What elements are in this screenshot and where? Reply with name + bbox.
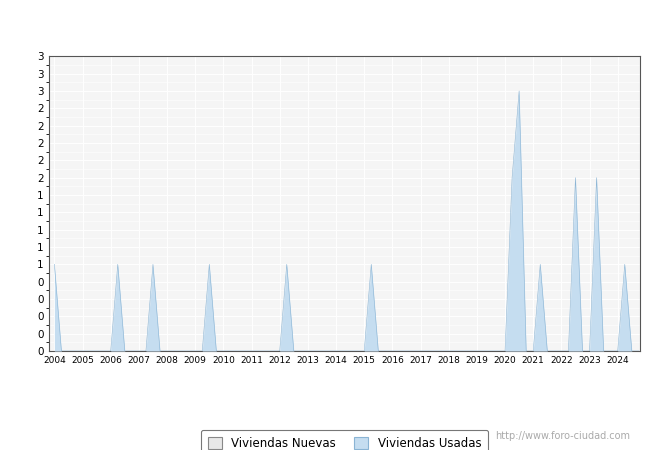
Legend: Viviendas Nuevas, Viviendas Usadas: Viviendas Nuevas, Viviendas Usadas [201,430,488,450]
Text: http://www.foro-ciudad.com: http://www.foro-ciudad.com [495,431,630,441]
Text: Yelo - Evolucion del Nº de Transacciones Inmobiliarias: Yelo - Evolucion del Nº de Transacciones… [102,16,548,31]
